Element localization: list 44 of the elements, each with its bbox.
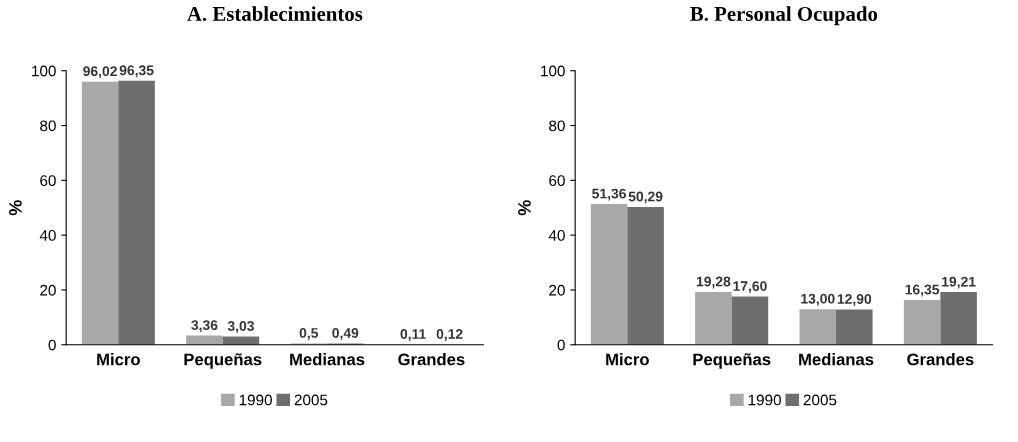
data-label: 19,21 [942,276,976,289]
data-label: 96,35 [119,65,154,78]
y-tick-label: 40 [548,230,565,241]
y-axis-title: % [518,200,531,216]
x-tick-label: Grandes [398,353,465,366]
y-tick-label: 60 [40,175,56,187]
x-tick-label: Medianas [799,353,874,366]
x-tick-label: Pequeñas [693,353,771,369]
data-label: 3,03 [227,321,254,333]
data-label: 13,00 [801,293,835,306]
data-label: 19,28 [696,276,731,289]
data-label: 0,12 [436,329,463,341]
legend-label: 1990 [748,394,781,406]
chart-title: A. Establecimientos [187,6,363,22]
data-label: 16,35 [905,284,940,297]
data-label: 50,29 [628,191,663,204]
data-label: 96,02 [83,66,117,79]
chart-title: B. Personal Ocupado [690,6,878,26]
y-tick-label: 0 [557,339,565,351]
data-label: 0,49 [332,328,359,340]
legend-label: 2005 [294,394,328,406]
data-label: 0,11 [400,329,426,341]
data-label: 0,5 [299,328,319,340]
x-tick-label: Medianas [290,353,365,366]
data-label: 17,60 [733,281,767,294]
x-tick-label: Pequeñas [184,353,262,369]
x-tick-label: Micro [606,353,649,366]
y-tick-label: 20 [40,284,56,296]
y-tick-label: 60 [549,175,565,187]
y-tick-label: 100 [32,65,56,77]
y-axis-title: % [9,200,22,216]
data-label: 3,36 [191,320,218,333]
y-tick-label: 100 [541,65,565,77]
data-label: 51,36 [592,188,626,201]
legend-label: 2005 [803,394,837,406]
y-tick-label: 0 [48,339,56,351]
y-tick-label: 20 [549,284,565,296]
y-tick-label: 80 [549,120,565,132]
y-tick-label: 80 [40,120,56,132]
legend-label: 1990 [239,394,272,406]
data-label: 12,90 [837,294,872,306]
x-tick-label: Grandes [907,353,974,366]
y-tick-label: 40 [39,230,56,241]
x-tick-label: Micro [97,353,140,366]
